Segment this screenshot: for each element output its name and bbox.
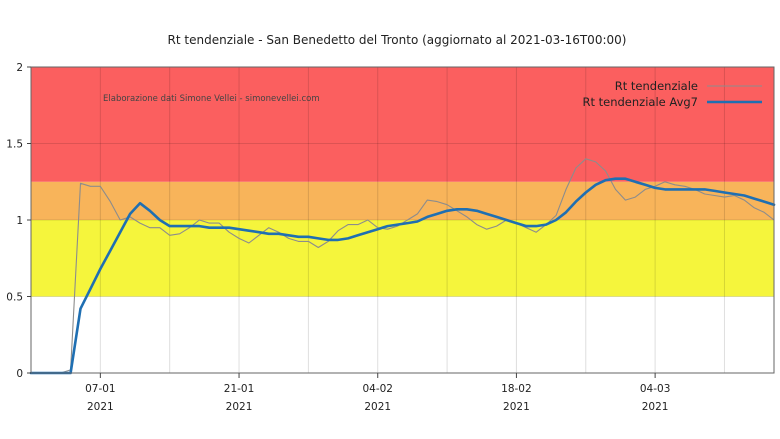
legend: Rt tendenziale Rt tendenziale Avg7 [582,79,762,109]
legend-label-1: Rt tendenziale Avg7 [582,95,698,109]
credit-layer: Elaborazione dati Simone Vellei - simone… [103,94,320,104]
chart-credit: Elaborazione dati Simone Vellei - simone… [103,94,320,104]
x-tick-year-2: 2021 [364,401,391,413]
x-tick-year-1: 2021 [226,401,253,413]
y-tick-label-3: 1.5 [6,139,23,151]
band-2 [31,181,774,220]
x-tick-year-0: 2021 [87,401,114,413]
series-line-1 [29,177,776,375]
x-tick-label-4: 04-03 [640,383,671,395]
band-0 [31,296,774,373]
x-tick-year-4: 2021 [642,401,669,413]
band-1 [31,220,774,297]
y-tick-label-1: 0.5 [6,292,23,304]
x-tick-label-1: 21-01 [224,383,255,395]
x-tick-label-3: 18-02 [501,383,532,395]
y-tick-label-2: 1 [16,215,23,227]
band-3 [31,67,774,182]
x-tick-year-3: 2021 [503,401,530,413]
axes: 0 0.5 1 1.5 2 07-01 2021 21-01 2021 04-02 2021 18-0… [6,62,775,413]
y-tick-label-4: 2 [16,62,23,74]
series-lines [29,158,776,375]
legend-label-0: Rt tendenziale [615,79,698,93]
chart-title: Rt tendenziale - San Benedetto del Tront… [168,33,627,47]
x-tick-label-0: 07-01 [85,383,116,395]
x-tick-label-2: 04-02 [362,383,393,395]
y-tick-label-0: 0 [16,368,23,380]
risk-bands [31,67,774,373]
